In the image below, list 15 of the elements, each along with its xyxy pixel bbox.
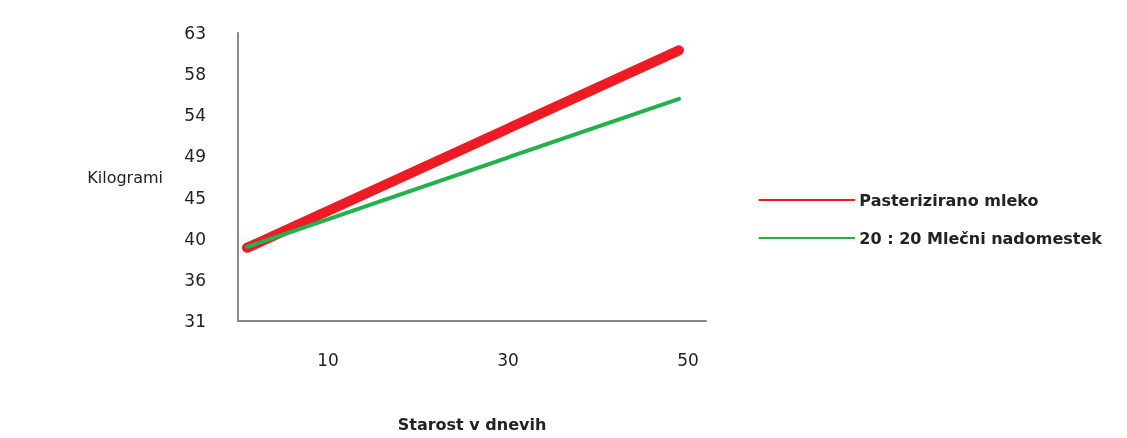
y-tick-label: 54 xyxy=(184,105,206,126)
y-axis-title: Kilogrami xyxy=(87,167,163,187)
x-tick-label: 10 xyxy=(317,349,339,370)
y-tick-label: 49 xyxy=(184,146,206,167)
y-tick-label: 45 xyxy=(184,187,206,208)
x-axis-title: Starost v dnevih xyxy=(397,414,547,434)
y-tick-label: 63 xyxy=(184,23,206,43)
y-tick-label: 40 xyxy=(184,228,206,249)
y-tick-label: 58 xyxy=(184,64,206,85)
text: 20 : 20 Mlečni nadomestek xyxy=(859,228,1103,248)
x-tick-label: 50 xyxy=(677,349,699,370)
y-tick-label: 31 xyxy=(184,311,206,331)
y-tick-label: 36 xyxy=(184,269,206,290)
text: Pasterizirano mleko xyxy=(859,190,1039,210)
x-tick-label: 30 xyxy=(497,349,519,370)
